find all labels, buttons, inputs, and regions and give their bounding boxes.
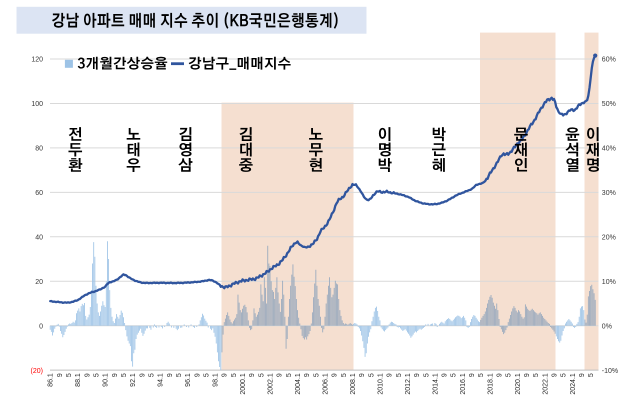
svg-text:40%: 40% (602, 146, 616, 153)
svg-text:5: 5 (341, 373, 348, 377)
svg-text:2008.1: 2008.1 (350, 373, 357, 395)
svg-text:80: 80 (35, 146, 43, 153)
svg-text:2004.1: 2004.1 (295, 373, 302, 395)
svg-text:9: 9 (332, 373, 339, 377)
svg-text:5: 5 (451, 373, 458, 377)
svg-text:60%: 60% (602, 57, 616, 64)
svg-text:9: 9 (497, 373, 504, 377)
svg-text:9: 9 (469, 373, 476, 377)
svg-text:2022.1: 2022.1 (542, 373, 549, 395)
svg-text:9: 9 (194, 373, 201, 377)
svg-text:2002.1: 2002.1 (268, 373, 275, 395)
svg-text:5: 5 (368, 373, 375, 377)
svg-text:9: 9 (524, 373, 531, 377)
svg-text:9: 9 (442, 373, 449, 377)
svg-text:2024.1: 2024.1 (570, 373, 577, 395)
svg-text:2018.1: 2018.1 (487, 373, 494, 395)
svg-text:2020.1: 2020.1 (515, 373, 522, 395)
svg-text:50%: 50% (602, 101, 616, 108)
svg-text:20%: 20% (602, 234, 616, 241)
svg-text:9: 9 (57, 373, 64, 377)
svg-text:100: 100 (31, 101, 43, 108)
svg-text:9: 9 (414, 373, 421, 377)
svg-text:94.1: 94.1 (158, 373, 165, 387)
svg-text:9: 9 (249, 373, 256, 377)
svg-text:5: 5 (121, 373, 128, 377)
svg-text:2006.1: 2006.1 (323, 373, 330, 395)
svg-text:9: 9 (112, 373, 119, 377)
svg-text:9: 9 (277, 373, 284, 377)
svg-text:5: 5 (258, 373, 265, 377)
svg-text:5: 5 (231, 373, 238, 377)
svg-text:-10%: -10% (602, 368, 618, 375)
svg-text:96.1: 96.1 (185, 373, 192, 387)
svg-text:9: 9 (222, 373, 229, 377)
svg-text:5: 5 (533, 373, 540, 377)
svg-text:2012.1: 2012.1 (405, 373, 412, 395)
svg-text:2014.1: 2014.1 (432, 373, 439, 395)
svg-text:40: 40 (35, 234, 43, 241)
svg-text:5: 5 (506, 373, 513, 377)
svg-text:(20): (20) (31, 368, 43, 375)
svg-text:98.1: 98.1 (213, 373, 220, 387)
svg-text:9: 9 (552, 373, 559, 377)
svg-text:5: 5 (313, 373, 320, 377)
svg-text:90.1: 90.1 (103, 373, 110, 387)
svg-text:5: 5 (148, 373, 155, 377)
svg-text:10%: 10% (602, 279, 616, 286)
svg-text:9: 9 (359, 373, 366, 377)
svg-text:5: 5 (423, 373, 430, 377)
svg-text:5: 5 (66, 373, 73, 377)
svg-text:2016.1: 2016.1 (460, 373, 467, 395)
svg-text:0: 0 (39, 323, 43, 330)
svg-text:5: 5 (94, 373, 101, 377)
svg-text:88.1: 88.1 (75, 373, 82, 387)
svg-text:92.1: 92.1 (130, 373, 137, 387)
svg-text:9: 9 (387, 373, 394, 377)
svg-text:2010.1: 2010.1 (377, 373, 384, 395)
svg-text:60: 60 (35, 190, 43, 197)
svg-text:9: 9 (84, 373, 91, 377)
svg-text:86.1: 86.1 (48, 373, 55, 387)
svg-text:9: 9 (579, 373, 586, 377)
svg-text:9: 9 (139, 373, 146, 377)
svg-text:5: 5 (396, 373, 403, 377)
svg-text:5: 5 (478, 373, 485, 377)
svg-text:5: 5 (286, 373, 293, 377)
svg-text:5: 5 (176, 373, 183, 377)
svg-text:9: 9 (304, 373, 311, 377)
svg-text:20: 20 (35, 279, 43, 286)
svg-text:2000.1: 2000.1 (240, 373, 247, 395)
svg-text:120: 120 (31, 57, 43, 64)
svg-text:5: 5 (588, 373, 595, 377)
svg-text:5: 5 (203, 373, 210, 377)
svg-text:9: 9 (167, 373, 174, 377)
svg-text:5: 5 (561, 373, 568, 377)
svg-text:0%: 0% (602, 323, 612, 330)
svg-text:30%: 30% (602, 190, 616, 197)
